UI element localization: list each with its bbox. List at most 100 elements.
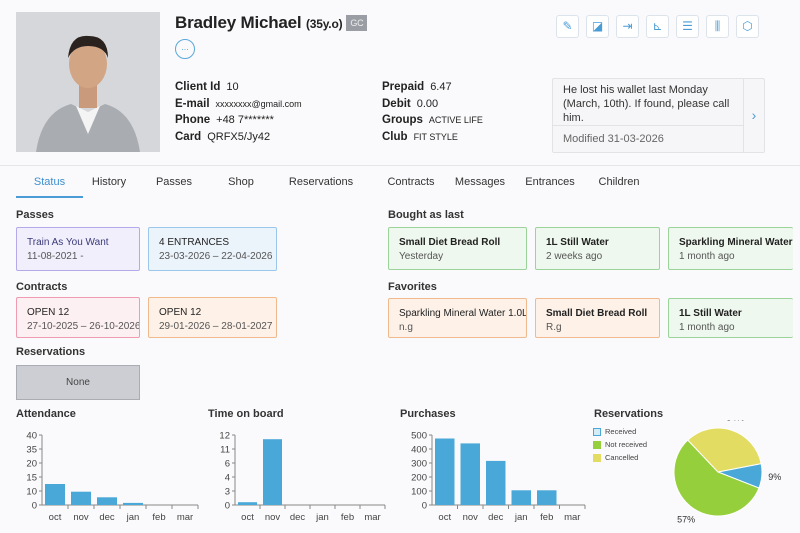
phone-value: +48 7*******: [216, 114, 274, 126]
cart-icon[interactable]: ⊾: [646, 15, 669, 38]
x-tick-label: mar: [364, 512, 380, 523]
pie-label: 34%: [726, 420, 744, 423]
x-tick-label: jan: [315, 512, 329, 523]
bought-card[interactable]: 1L Still Water 2 weeks ago: [535, 227, 660, 270]
x-tick-label: jan: [514, 512, 528, 523]
contract-card[interactable]: OPEN 12 27-10-2025 – 26-10-2026: [16, 297, 140, 338]
note-divider: [553, 125, 743, 126]
edit-icon[interactable]: ✎: [556, 15, 579, 38]
card-icon[interactable]: ◪: [586, 15, 609, 38]
product-name: 1L Still Water: [546, 237, 609, 248]
tab-history[interactable]: History: [91, 176, 127, 188]
y-tick-label: 500: [411, 431, 427, 442]
x-tick-label: nov: [265, 512, 281, 523]
y-tick-label: 35: [26, 445, 37, 456]
x-tick-label: dec: [488, 512, 504, 523]
y-tick-label: 10: [26, 487, 37, 498]
tab-entrances[interactable]: Entrances: [525, 176, 575, 188]
field-label: E-mail: [175, 97, 210, 110]
tab-passes[interactable]: Passes: [155, 176, 193, 188]
contract-dates: 29-01-2026 – 28-01-2027: [159, 321, 273, 332]
x-tick-label: dec: [290, 512, 306, 523]
x-tick-label: feb: [152, 512, 165, 523]
tab-shop[interactable]: Shop: [228, 176, 254, 188]
client-id-value: 10: [226, 81, 239, 93]
login-icon[interactable]: ⇥: [616, 15, 639, 38]
prepaid-value: 6.47: [430, 81, 452, 93]
y-tick-label: 6: [225, 459, 230, 470]
tab-reservations[interactable]: Reservations: [288, 176, 354, 188]
settings-icon[interactable]: ⬡: [736, 15, 759, 38]
x-tick-label: oct: [49, 512, 62, 523]
receipt-icon[interactable]: ☰: [676, 15, 699, 38]
field-label: Client Id: [175, 81, 221, 93]
dumbbell-icon[interactable]: ⫼: [706, 15, 729, 38]
legend-swatch-cancelled: [593, 453, 601, 462]
passes-heading: Passes: [16, 209, 54, 221]
client-name-heading: Bradley Michael (35y.o) GC: [175, 13, 368, 33]
y-tick-label: 15: [26, 473, 37, 484]
bought-card[interactable]: Sparkling Mineral Water 1 month ago: [668, 227, 793, 270]
bar-jan: [123, 502, 143, 505]
x-tick-label: oct: [438, 512, 451, 523]
toolbar: ✎ ◪ ⇥ ⊾ ☰ ⫼ ⬡: [556, 15, 759, 38]
contract-card[interactable]: OPEN 12 29-01-2026 – 28-01-2027: [148, 297, 277, 338]
reservations-none: None: [16, 365, 140, 400]
pie-label: 9%: [768, 472, 781, 482]
legend-label: Not received: [605, 440, 648, 449]
client-details-right: Prepaid 6.47 Debit 0.00 Groups ACTIVE LIFE …: [382, 81, 483, 147]
y-tick-label: 40: [26, 431, 37, 442]
tab-status[interactable]: Status: [16, 176, 83, 198]
x-tick-label: oct: [241, 512, 254, 523]
legend-swatch-received: [593, 427, 601, 436]
y-tick-label: 0: [422, 501, 427, 512]
x-tick-label: mar: [177, 512, 193, 523]
reservations-heading: Reservations: [16, 346, 86, 358]
legend-label: Cancelled: [605, 453, 639, 462]
pass-dates: 23-03-2026 – 22-04-2026: [159, 251, 273, 262]
favorite-card[interactable]: Sparkling Mineral Water 1.0L n.g: [388, 298, 527, 338]
client-name: Bradley Michael: [175, 13, 302, 32]
tab-contracts[interactable]: Contracts: [387, 176, 435, 188]
y-tick-label: 300: [411, 459, 427, 470]
email-value: xxxxxxxx@gmail.com: [215, 98, 302, 109]
pie-slice-not-received: [673, 439, 760, 517]
favorite-note: 1 month ago: [679, 322, 735, 333]
bar-oct: [435, 438, 455, 505]
client-details-left: Client Id 10 E-mail xxxxxxxx@gmail.com Pho…: [175, 81, 302, 147]
client-note: He lost his wallet last Monday (March, 1…: [552, 78, 765, 153]
bar-oct: [45, 484, 65, 505]
favorite-card[interactable]: 1L Still Water 1 month ago: [668, 298, 793, 338]
y-tick-label: 20: [26, 459, 37, 470]
tab-messages[interactable]: Messages: [454, 176, 506, 188]
pie-slice-cancelled: [687, 427, 762, 473]
y-tick-label: 3: [225, 487, 230, 498]
bought-card[interactable]: Small Diet Bread Roll Yesterday: [388, 227, 527, 270]
pass-card[interactable]: Train As You Want 11-08-2021 -: [16, 227, 140, 271]
chevron-right-icon[interactable]: ›: [751, 107, 757, 123]
product-name: Small Diet Bread Roll: [399, 237, 501, 248]
favorite-card[interactable]: Small Diet Bread Roll R.g: [535, 298, 660, 338]
x-tick-label: jan: [126, 512, 140, 523]
more-button[interactable]: ...: [175, 39, 195, 59]
field-label: Card: [175, 130, 202, 143]
x-tick-label: feb: [540, 512, 553, 523]
product-name: 1L Still Water: [679, 308, 742, 319]
field-label: Club: [382, 130, 408, 143]
bought-when: 1 month ago: [679, 251, 735, 262]
x-tick-label: feb: [341, 512, 354, 523]
pass-dates: 11-08-2021 -: [27, 251, 84, 262]
bar-dec: [486, 460, 506, 505]
favorite-note: R.g: [546, 322, 562, 333]
contract-title: OPEN 12: [159, 307, 202, 318]
favorite-note: n.g: [399, 322, 413, 333]
bar-dec: [97, 497, 117, 505]
club-value: FIT STYLE: [413, 131, 458, 142]
tab-bar: Status History Passes Shop Reservations …: [16, 176, 649, 198]
field-label: Phone: [175, 114, 211, 126]
bar-nov: [71, 491, 91, 505]
pass-card[interactable]: 4 ENTRANCES 23-03-2026 – 22-04-2026: [148, 227, 277, 271]
favorites-heading: Favorites: [388, 281, 437, 293]
tab-children[interactable]: Children: [598, 176, 640, 188]
